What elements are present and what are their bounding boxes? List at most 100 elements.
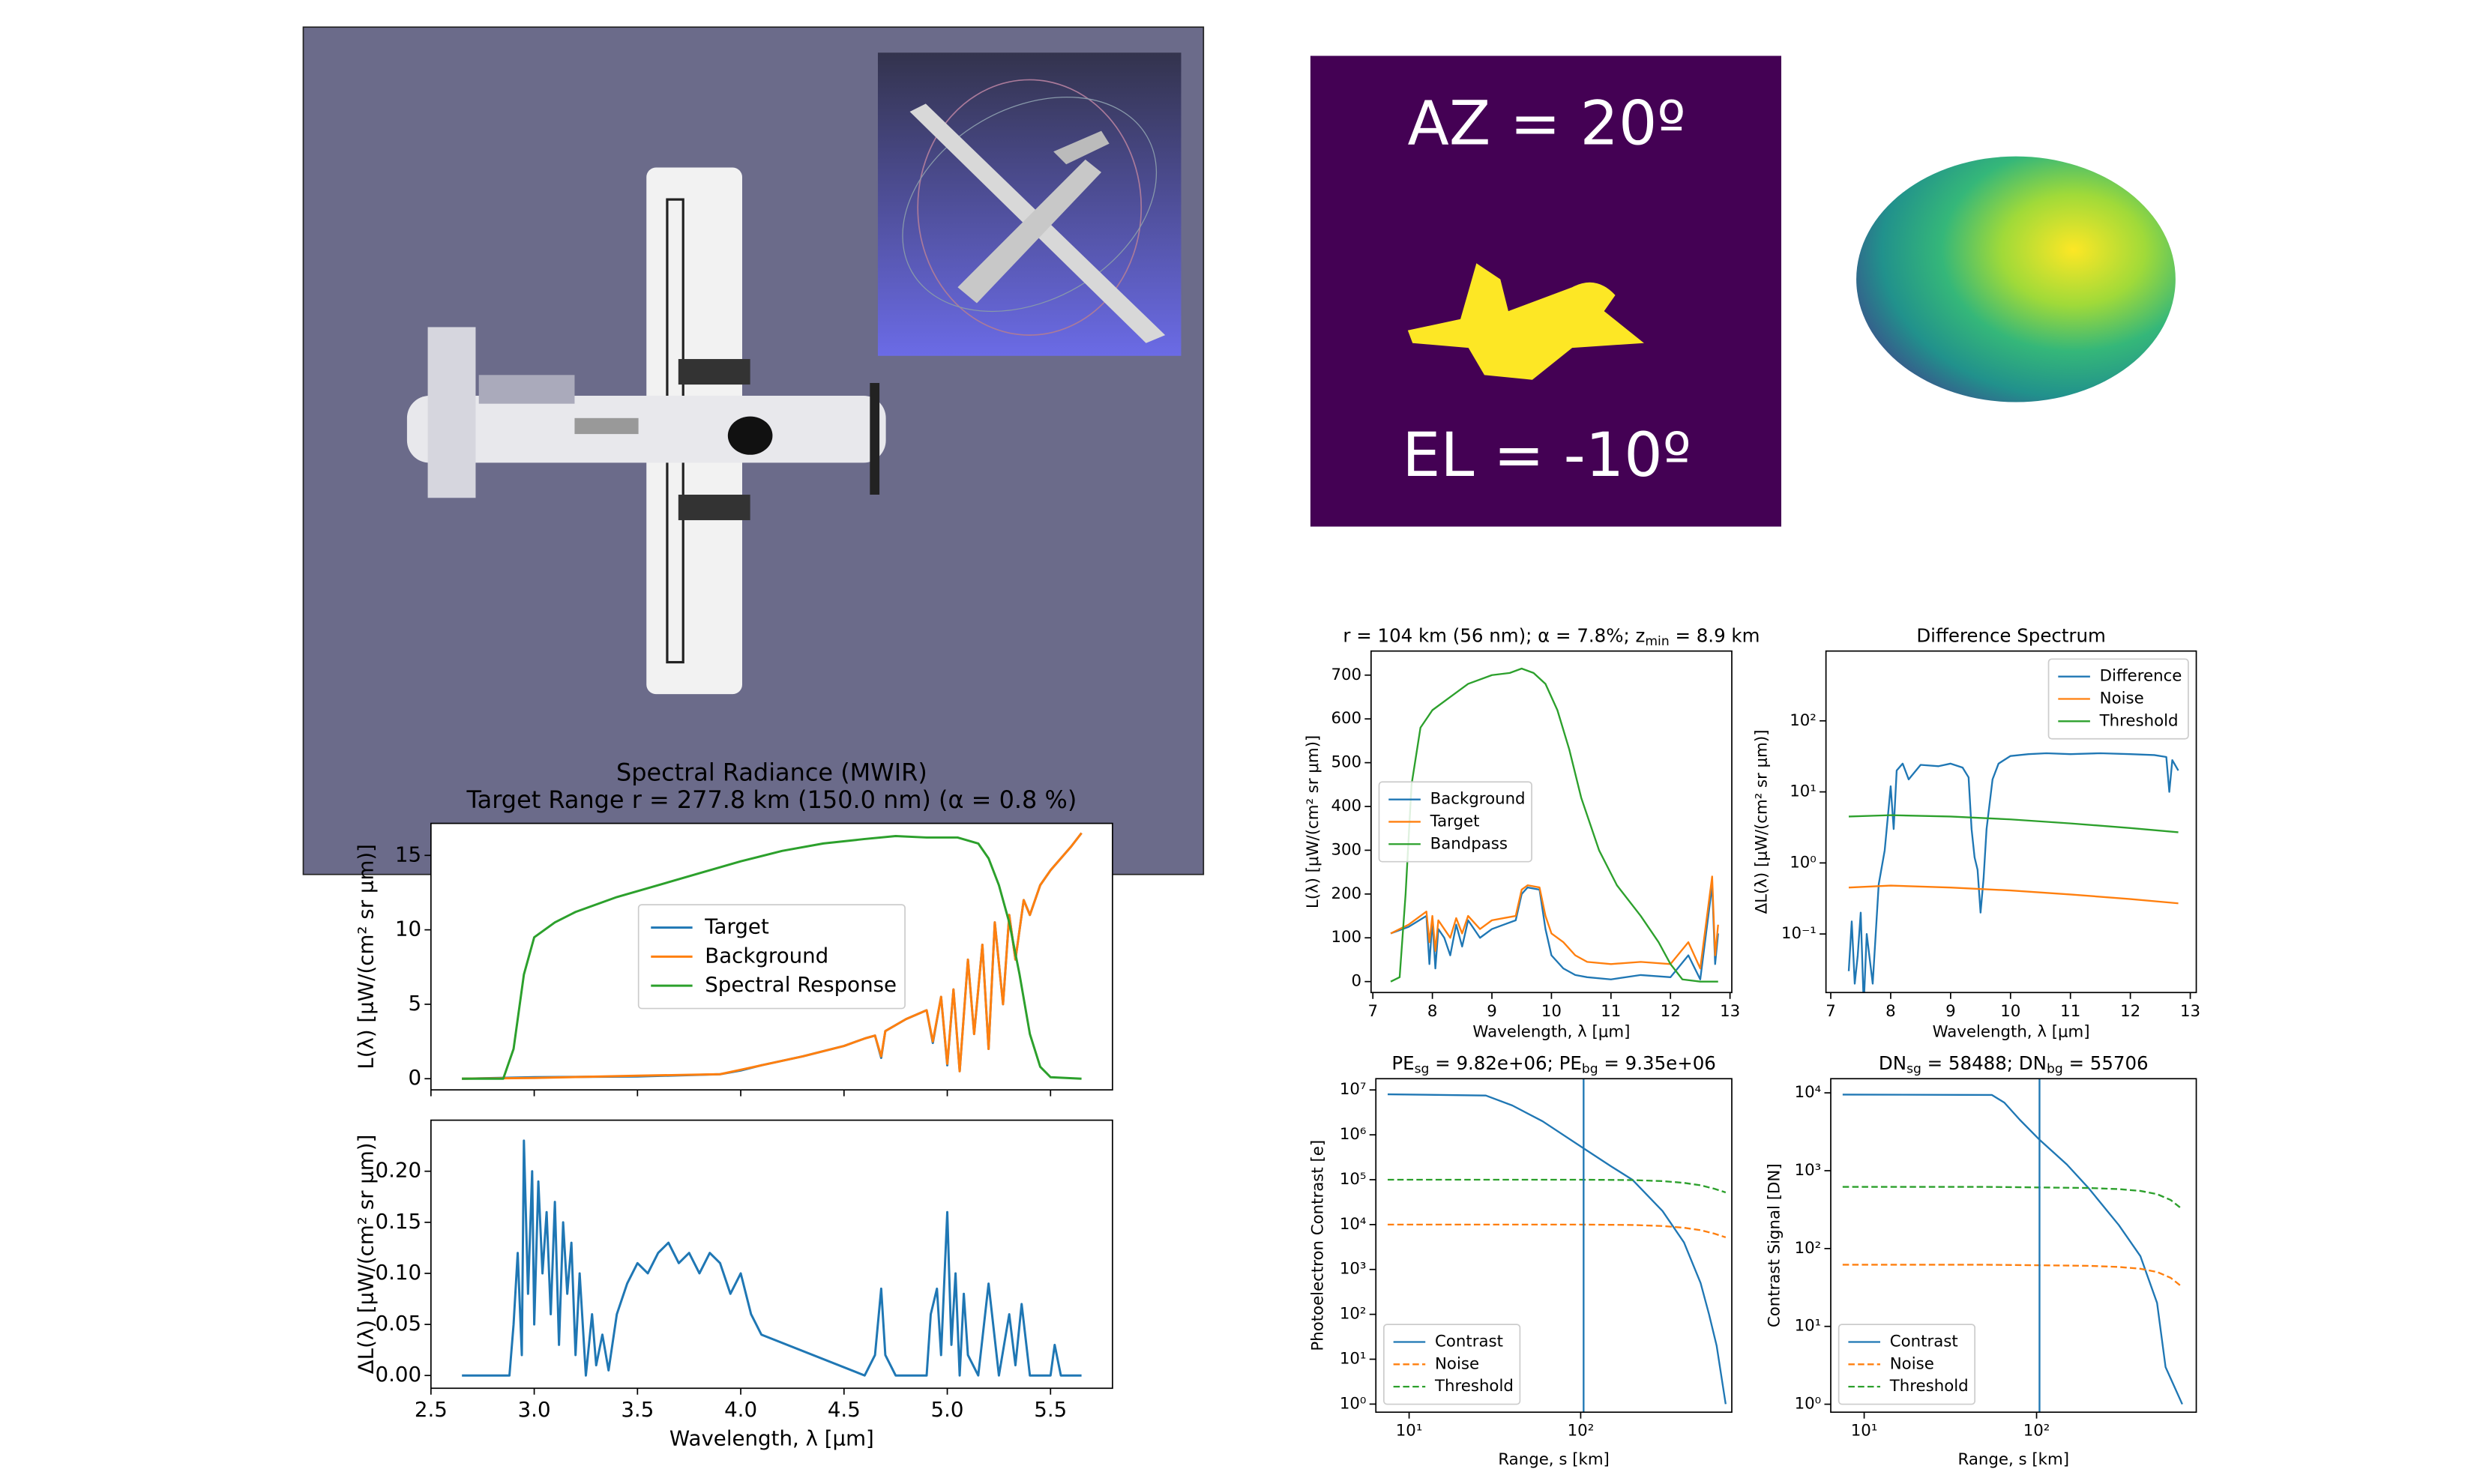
x-tick-label: 3.5 — [621, 1397, 654, 1422]
y-tick-label: 10 — [395, 917, 421, 941]
title-subscript: sg — [1415, 1061, 1430, 1076]
y-axis-label: ΔL(λ) [μW/(cm² sr μm)] — [1752, 729, 1771, 914]
chart-title: DNsg = 58488; DNbg = 55706 — [1879, 1052, 2149, 1076]
series-line — [1390, 875, 1719, 970]
y-tick-label: 10⁴ — [1795, 1083, 1822, 1102]
x-tick-label: 13 — [2180, 1002, 2200, 1021]
legend: Target Background Spectral Response — [637, 904, 906, 1010]
x-tick-label: 5.5 — [1034, 1397, 1067, 1422]
x-axis-label: Wavelength, λ [μm] — [1933, 1022, 2090, 1041]
y-tick-label: 0.20 — [375, 1158, 421, 1183]
y-tick-label: 10¹ — [1790, 782, 1817, 801]
title-subscript: bg — [2047, 1061, 2063, 1076]
plot-frame — [1375, 1078, 1733, 1414]
legend-label: Bandpass — [1430, 834, 1508, 853]
orientation-panel: AZ = 20º EL = -10º — [1310, 55, 1781, 527]
y-tick-label: 10³ — [1340, 1260, 1367, 1279]
x-tick-label: 10¹ — [1851, 1422, 1878, 1441]
legend: Contrast Noise Threshold — [1838, 1324, 1976, 1405]
y-tick-label: 10⁰ — [1340, 1394, 1367, 1413]
y-tick-label: 200 — [1331, 884, 1361, 903]
x-tick-label: 11 — [2060, 1002, 2080, 1021]
title-part: = 55706 — [2063, 1052, 2149, 1074]
y-tick-label: 400 — [1331, 797, 1361, 815]
chart-title: PEsg = 9.82e+06; PEbg = 9.35e+06 — [1391, 1052, 1715, 1076]
plot-lines — [1847, 752, 2179, 993]
legend-label: Target — [1430, 812, 1480, 830]
chart: 2.5 3.0 3.5 4.0 4.5 5.0 5.5 0.00 0.05 0.10 0.15 0.2… — [354, 1119, 1113, 1450]
legend-label: Spectral Response — [705, 972, 897, 997]
chart: 0 5 10 15 Spectral Radiance (MWIR)Target Ran… — [354, 758, 1113, 1097]
y-tick-label: 0 — [1352, 972, 1362, 991]
legend-box — [1383, 1324, 1521, 1405]
y-tick-label: 10⁰ — [1795, 1395, 1822, 1414]
series-line — [1847, 752, 2179, 993]
title-subscript: sg — [1906, 1061, 1921, 1076]
y-tick-label: 0.15 — [375, 1209, 421, 1234]
legend-label: Threshold — [2099, 711, 2179, 730]
series-line — [1848, 884, 2179, 905]
x-tick-label: 7 — [1367, 1002, 1378, 1021]
legend-label: Target — [704, 914, 769, 939]
legend-label: Background — [1430, 790, 1526, 809]
y-tick-label: 10⁰ — [1790, 853, 1817, 872]
x-tick-label: 10 — [2000, 1002, 2020, 1021]
series-line — [1842, 1264, 2183, 1288]
x-axis-label: Range, s [km] — [1958, 1450, 2070, 1469]
y-tick-label: 0.05 — [375, 1311, 421, 1336]
title-subscript: bg — [1582, 1061, 1598, 1076]
title-part: = 9.82e+06; PE — [1429, 1052, 1581, 1074]
legend: Difference Noise Threshold — [2047, 658, 2189, 740]
plot-lines — [1390, 667, 1719, 983]
y-tick-label: 300 — [1331, 840, 1361, 859]
legend-label: Background — [705, 943, 828, 968]
y-tick-label: 700 — [1331, 666, 1361, 684]
y-tick-label: 10⁴ — [1340, 1215, 1367, 1234]
x-tick-label: 8 — [1885, 1002, 1896, 1021]
x-tick-label: 2.5 — [415, 1397, 448, 1422]
legend-label: Threshold — [1434, 1377, 1514, 1396]
chart: 7 8 9 10 11 12 13 10⁻¹ 10⁰ 10¹ 10² Difference Spect… — [1752, 624, 2200, 1041]
series-line — [1842, 1094, 2183, 1405]
y-tick-label: 600 — [1331, 709, 1361, 728]
y-tick-label: 0.00 — [375, 1362, 421, 1387]
x-tick-label: 4.0 — [724, 1397, 757, 1422]
y-axis-label: Contrast Signal [DN] — [1765, 1163, 1784, 1327]
x-axis-label: Range, s [km] — [1498, 1450, 1609, 1469]
y-tick-label: 10¹ — [1795, 1317, 1822, 1336]
el-label: EL = -10º — [1402, 420, 1691, 491]
plot-frame — [1370, 650, 1733, 994]
legend-box — [1378, 781, 1532, 863]
y-tick-label: 10⁶ — [1340, 1125, 1367, 1144]
x-axis-label: Wavelength, λ [μm] — [1472, 1022, 1630, 1041]
title-part: = 8.9 km — [1670, 624, 1760, 646]
legend-label: Noise — [1435, 1354, 1479, 1373]
x-tick-label: 5.0 — [931, 1397, 964, 1422]
x-axis-label: Wavelength, λ [μm] — [669, 1426, 874, 1450]
x-tick-label: 10¹ — [1396, 1422, 1423, 1441]
y-tick-label: 100 — [1331, 928, 1361, 947]
legend-label: Noise — [2100, 690, 2144, 708]
y-tick-label: 5 — [408, 991, 421, 1016]
plot-frame — [1825, 650, 2197, 994]
series-line — [1390, 667, 1718, 983]
legend: Background Target Bandpass — [1378, 781, 1532, 863]
legend-label: Noise — [1890, 1354, 1934, 1373]
x-tick-label: 4.5 — [828, 1397, 861, 1422]
x-tick-label: 11 — [1601, 1002, 1621, 1021]
x-tick-label: 10 — [1541, 1002, 1562, 1021]
plot-frame — [430, 822, 1113, 1091]
series-line — [1848, 814, 2179, 833]
chart-title: Target Range r = 277.8 km (150.0 nm) (α … — [466, 785, 1077, 814]
chart-title: Spectral Radiance (MWIR) — [616, 758, 927, 787]
y-tick-label: 10⁷ — [1340, 1080, 1367, 1099]
y-tick-label: 10³ — [1795, 1161, 1822, 1180]
series-line — [462, 1139, 1082, 1377]
y-tick-label: 10² — [1340, 1305, 1367, 1324]
title-part: = 58488; DN — [1921, 1052, 2047, 1074]
plot-lines — [1387, 1079, 1727, 1413]
y-axis-label: L(λ) [μW/(cm² sr μm)] — [1304, 735, 1322, 908]
x-tick-label: 10² — [2023, 1422, 2050, 1441]
series-line — [1842, 1186, 2183, 1210]
title-part: PE — [1391, 1052, 1414, 1074]
